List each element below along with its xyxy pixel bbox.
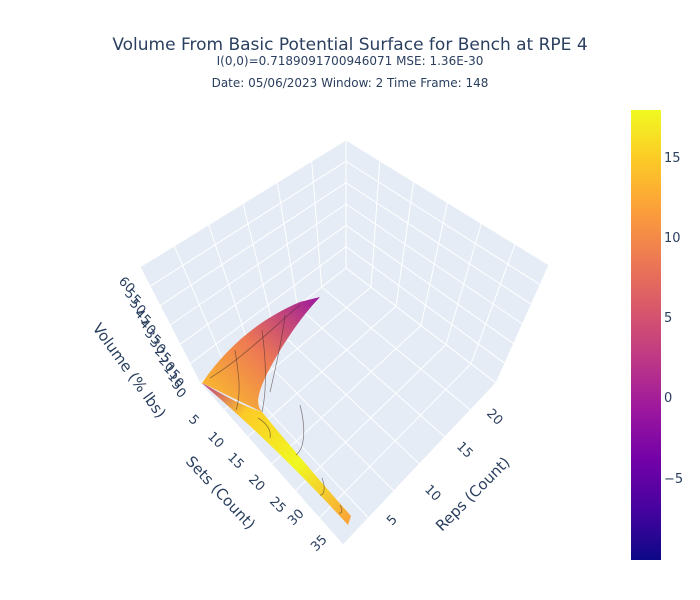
x-tick-25: 25	[266, 494, 288, 516]
chart-subtitle-line2: Date: 05/06/2023 Window: 2 Time Frame: 1…	[212, 76, 489, 90]
y-tick-15: 15	[453, 439, 475, 461]
chart-title: Volume From Basic Potential Surface for …	[112, 35, 587, 55]
colorbar-tick-10: 10	[664, 231, 681, 246]
grid-line-floor-b	[318, 363, 472, 519]
surface-lower-sheet	[202, 383, 351, 525]
x-tick-35: 35	[308, 533, 330, 555]
grid-line-left-h	[189, 246, 347, 365]
x-tick-15: 15	[224, 450, 246, 472]
colorbar-tick-0: 0	[664, 391, 672, 406]
surface	[202, 297, 351, 525]
colorbar: 15 10 5 0 −5	[631, 110, 683, 560]
y-tick-5: 5	[384, 512, 400, 528]
y-tick-10: 10	[421, 482, 443, 504]
colorbar-tick-neg5: −5	[664, 472, 683, 487]
grid-lines	[149, 160, 541, 519]
scene-3d[interactable]: 60 55 50 45 40 35 30 25 20 15 10 5 0 Vol…	[89, 139, 550, 555]
chart-subtitle-line1: I(0,0)=0.7189091700946071 MSE: 1.36E-30	[217, 54, 484, 68]
colorbar-tick-5: 5	[664, 311, 672, 326]
z-axis-ticks: 60 55 50 45 40 35 30 25 20 15 10 5 0	[115, 274, 188, 401]
x-tick-20: 20	[245, 472, 267, 494]
colorbar-gradient	[631, 110, 661, 560]
x-tick-30: 30	[285, 507, 307, 529]
colorbar-tick-15: 15	[664, 151, 681, 166]
x-axis-title: Sets (Count)	[182, 452, 259, 533]
x-tick-10: 10	[204, 429, 226, 451]
surface-contours	[209, 304, 343, 514]
surface-upper-sheet	[202, 297, 320, 412]
x-tick-5: 5	[185, 412, 201, 428]
y-axis-title: Reps (Count)	[432, 453, 514, 535]
grid-line-right-h	[345, 246, 506, 364]
y-tick-20: 20	[483, 406, 505, 428]
